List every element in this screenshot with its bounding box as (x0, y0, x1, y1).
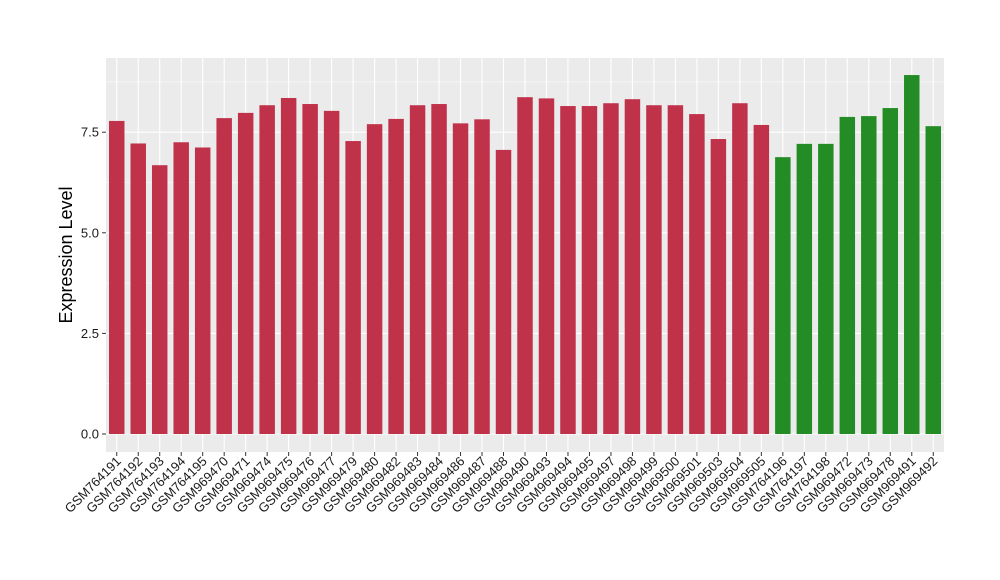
y-tick-label: 0.0 (81, 427, 99, 442)
bar-GSM764198 (818, 143, 834, 434)
bar-GSM764195 (194, 147, 211, 434)
y-tick-label: 2.5 (81, 326, 99, 341)
bar-GSM969505 (753, 124, 770, 435)
bar-GSM969494 (560, 106, 576, 434)
bar-GSM969501 (689, 114, 705, 434)
bar-GSM969482 (388, 118, 404, 434)
bar-GSM969483 (409, 105, 426, 434)
bar-GSM969490 (517, 97, 533, 435)
bar-GSM969499 (646, 105, 662, 434)
bar-GSM969476 (302, 104, 318, 435)
bar-GSM969478 (882, 108, 899, 434)
bar-GSM764197 (796, 143, 813, 434)
bar-GSM764193 (151, 165, 168, 435)
x-axis: GSM764191GSM764192GSM764193GSM764194GSM7… (62, 452, 940, 516)
bar-GSM969484 (431, 104, 447, 435)
bar-GSM969479 (345, 141, 361, 434)
bar-GSM969488 (495, 149, 512, 435)
bar-GSM969486 (452, 123, 469, 434)
bar-GSM969503 (710, 139, 727, 434)
bar-GSM969477 (323, 110, 340, 434)
bar-GSM969497 (603, 103, 619, 434)
bar-GSM969500 (667, 105, 684, 434)
bar-GSM764196 (775, 157, 791, 434)
bar-GSM969472 (839, 116, 856, 434)
bar-GSM969473 (861, 116, 877, 434)
bar-GSM969492 (925, 126, 941, 434)
bars (109, 75, 941, 435)
bar-GSM969480 (366, 124, 383, 434)
y-tick-label: 5.0 (81, 225, 99, 240)
bar-GSM969504 (732, 103, 748, 434)
bar-GSM969475 (280, 97, 297, 434)
bar-GSM969470 (216, 118, 232, 434)
y-axis-title: Expression Level (56, 186, 76, 323)
bar-GSM969471 (237, 112, 254, 434)
bar-GSM764194 (173, 142, 189, 434)
bar-GSM764191 (109, 120, 125, 434)
bar-GSM969495 (581, 106, 598, 434)
bar-GSM764192 (130, 143, 146, 434)
bar-GSM969493 (538, 98, 555, 434)
y-tick-label: 7.5 (81, 125, 99, 140)
y-axis: 0.0 2.5 5.0 7.5 (81, 125, 106, 442)
bar-GSM969474 (259, 105, 275, 434)
bar-GSM969491 (904, 75, 920, 434)
bar-GSM969487 (474, 119, 490, 435)
bar-GSM969498 (624, 99, 641, 435)
